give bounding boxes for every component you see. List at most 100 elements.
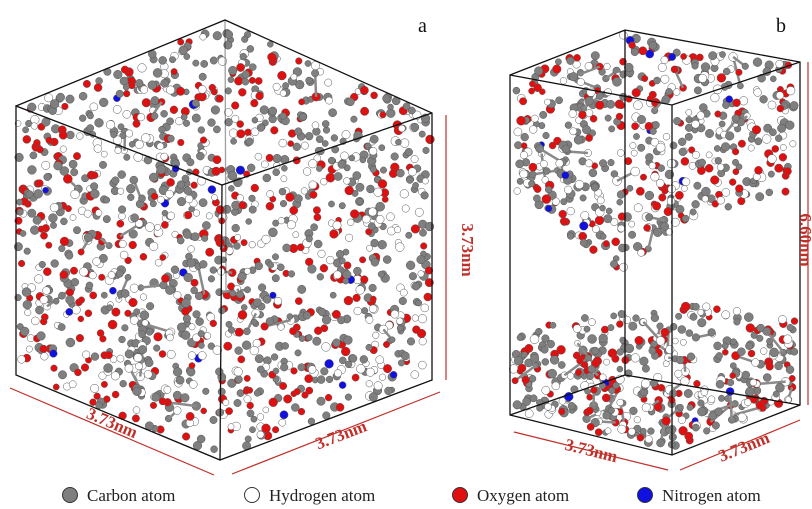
atom — [34, 139, 41, 146]
atom — [235, 376, 242, 383]
atom — [752, 359, 760, 367]
atom — [105, 351, 112, 358]
atom — [775, 135, 782, 142]
atom — [729, 179, 736, 186]
atom — [415, 208, 423, 216]
atom — [756, 193, 764, 201]
atom — [699, 159, 706, 166]
atom — [326, 376, 333, 383]
atom — [394, 227, 400, 233]
atom — [528, 181, 534, 187]
atom — [244, 268, 250, 274]
atom — [170, 106, 178, 114]
atom — [208, 119, 216, 127]
atom — [308, 265, 317, 274]
atom — [371, 239, 379, 247]
atom — [211, 446, 218, 453]
atom — [659, 194, 666, 201]
atom — [600, 374, 607, 381]
atom — [139, 331, 146, 338]
atom — [193, 60, 199, 66]
atom — [716, 352, 723, 359]
atom — [60, 218, 67, 225]
atom — [692, 120, 700, 128]
atom — [219, 307, 226, 314]
atom — [253, 299, 261, 307]
atom — [126, 184, 135, 193]
atom — [234, 367, 243, 376]
dimension-label: 3.73nm — [84, 404, 141, 442]
atom — [279, 188, 286, 195]
atom — [636, 187, 644, 195]
atom — [786, 86, 795, 95]
atom — [262, 235, 271, 244]
atom — [522, 376, 530, 384]
atom — [243, 388, 249, 394]
atom — [518, 364, 526, 372]
atom — [711, 93, 720, 102]
atom — [235, 328, 243, 336]
atom — [69, 160, 77, 168]
atom — [267, 190, 274, 197]
atom — [109, 287, 116, 294]
atom — [628, 428, 635, 435]
atom — [78, 249, 84, 255]
atom — [157, 143, 164, 150]
atom — [540, 111, 547, 118]
atom — [94, 145, 102, 153]
atom — [748, 145, 754, 151]
atom — [383, 256, 391, 264]
atom — [330, 230, 339, 239]
atom — [588, 365, 595, 372]
atom — [514, 357, 523, 366]
atom — [198, 127, 205, 134]
atom — [766, 363, 774, 371]
atom — [540, 160, 547, 167]
atom — [411, 225, 420, 234]
atom — [677, 404, 683, 410]
atom — [530, 395, 537, 402]
atom — [388, 104, 394, 110]
atom — [159, 351, 166, 358]
atom — [86, 282, 93, 289]
atom — [268, 53, 276, 61]
atom — [585, 97, 594, 106]
atom — [323, 412, 331, 420]
atom — [298, 364, 305, 371]
atom — [698, 318, 707, 327]
atom — [44, 173, 51, 180]
atom — [411, 371, 419, 379]
atom — [295, 128, 303, 136]
atom — [412, 326, 420, 334]
atom — [134, 354, 142, 362]
atom — [146, 328, 153, 335]
atom — [30, 152, 37, 159]
atom — [681, 157, 689, 165]
atom — [569, 110, 577, 118]
atom — [24, 248, 31, 255]
atom — [218, 388, 225, 395]
atom — [246, 219, 252, 225]
atom — [682, 178, 690, 186]
atom — [125, 364, 133, 372]
atom — [597, 197, 604, 204]
atom — [116, 90, 123, 97]
atom — [192, 114, 200, 122]
atom — [31, 123, 38, 130]
atom — [371, 92, 378, 99]
atom — [278, 324, 285, 331]
atom — [629, 42, 636, 49]
atom — [778, 315, 786, 323]
atom — [343, 278, 349, 284]
atom — [401, 352, 409, 360]
atom — [133, 387, 142, 396]
atom — [654, 77, 661, 84]
dimension-label: 6.60nm — [796, 213, 812, 266]
atom — [251, 99, 259, 107]
atom — [118, 206, 126, 214]
atom — [228, 185, 234, 191]
atom — [289, 327, 296, 334]
atom — [140, 311, 149, 320]
atom — [666, 88, 673, 95]
atom — [386, 213, 394, 221]
